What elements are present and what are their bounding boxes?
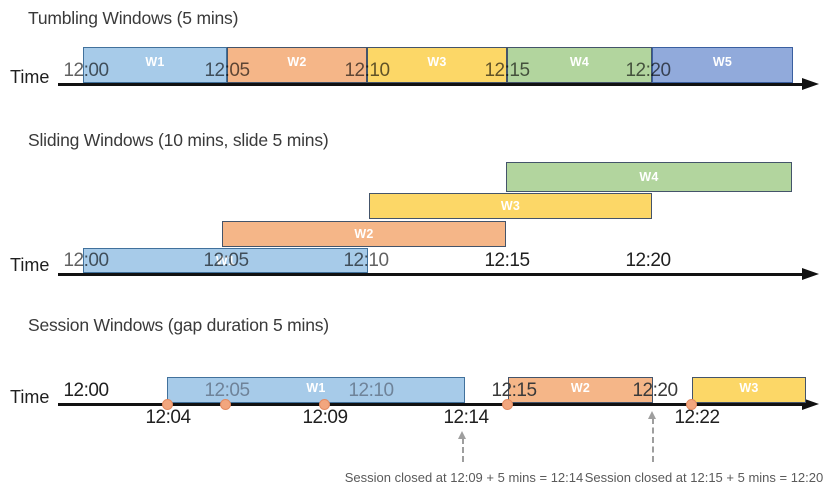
tumbling-window-w4: W4 bbox=[507, 47, 652, 83]
window-label: W5 bbox=[712, 55, 733, 69]
sliding-window-w2: W2 bbox=[222, 221, 506, 247]
event-label-1209: 12:09 bbox=[302, 407, 348, 428]
sliding-window-w4: W4 bbox=[506, 162, 792, 192]
sliding-window-w3: W3 bbox=[369, 193, 652, 219]
window-label: W3 bbox=[739, 381, 759, 395]
sliding-tick-1220: 12:20 bbox=[625, 250, 671, 271]
event-label-1204: 12:04 bbox=[145, 407, 191, 428]
window-label: W3 bbox=[427, 55, 447, 69]
tumbling-section-title: Tumbling Windows (5 mins) bbox=[28, 8, 239, 28]
event-label-1222: 12:22 bbox=[674, 407, 720, 428]
tumbling-timeline-arrowhead-icon bbox=[802, 78, 819, 90]
sliding-tick-1215: 12:15 bbox=[484, 250, 530, 271]
event-dot-1209 bbox=[319, 399, 330, 410]
session-tick-1220: 12:20 bbox=[632, 380, 678, 401]
tumbling-tick-1220: 12:20 bbox=[625, 60, 671, 81]
event-dot-1215 bbox=[502, 399, 513, 410]
window-label: W3 bbox=[500, 199, 521, 213]
sliding-timeline bbox=[58, 273, 806, 276]
tumbling-tick-1210: 12:10 bbox=[344, 60, 390, 81]
session-tick-1215: 12:15 bbox=[491, 380, 537, 401]
sliding-tick-1205: 12:05 bbox=[203, 250, 249, 271]
tumbling-window-w1: W1 bbox=[83, 47, 227, 83]
session-tick-1210: 12:10 bbox=[348, 380, 394, 401]
session-tick-1200: 12:00 bbox=[63, 380, 109, 401]
tumbling-tick-1215: 12:15 bbox=[484, 60, 530, 81]
tumbling-time-axis-label: Time bbox=[10, 67, 50, 87]
session-window-w1: W1 bbox=[167, 377, 465, 403]
session-time-axis-label: Time bbox=[10, 387, 50, 407]
tumbling-timeline bbox=[58, 83, 806, 86]
tumbling-window-w3: W3 bbox=[367, 47, 507, 83]
event-label-1214: 12:14 bbox=[443, 407, 489, 428]
window-label: W1 bbox=[145, 55, 165, 69]
sliding-tick-1200: 12:00 bbox=[63, 250, 109, 271]
sliding-time-axis-label: Time bbox=[10, 255, 50, 275]
dashed-arrow-stem bbox=[462, 438, 464, 462]
dashed-arrow-stem bbox=[652, 418, 654, 462]
window-label: W2 bbox=[287, 55, 307, 69]
tumbling-window-w5: W5 bbox=[652, 47, 793, 83]
event-dot-1205 bbox=[220, 399, 231, 410]
session-tick-1205: 12:05 bbox=[204, 380, 250, 401]
event-dot-1222 bbox=[686, 399, 697, 410]
tumbling-tick-1200: 12:00 bbox=[63, 60, 109, 81]
tumbling-tick-1205: 12:05 bbox=[204, 60, 250, 81]
sliding-tick-1210: 12:10 bbox=[343, 250, 389, 271]
window-label: W1 bbox=[215, 253, 236, 268]
session-window-w3: W3 bbox=[692, 377, 806, 403]
session-close-annotation-2: Session closed at 12:15 + 5 mins = 12:20 bbox=[584, 470, 824, 485]
sliding-section-title: Sliding Windows (10 mins, slide 5 mins) bbox=[28, 130, 329, 150]
event-dot-1204 bbox=[162, 399, 173, 410]
session-timeline bbox=[58, 403, 806, 406]
window-label: W2 bbox=[354, 227, 374, 241]
dashed-up-arrow-icon bbox=[648, 411, 656, 419]
window-label: W1 bbox=[306, 381, 326, 395]
window-label: W4 bbox=[639, 170, 659, 184]
session-window-w2: W2 bbox=[508, 377, 653, 403]
session-section-title: Session Windows (gap duration 5 mins) bbox=[28, 315, 329, 335]
session-close-annotation-1: Session closed at 12:09 + 5 mins = 12:14 bbox=[344, 470, 584, 485]
session-timeline-arrowhead-icon bbox=[802, 398, 819, 410]
sliding-window-w1: W1 bbox=[83, 248, 368, 273]
sliding-timeline-arrowhead-icon bbox=[802, 268, 819, 280]
window-label: W4 bbox=[569, 55, 590, 69]
dashed-up-arrow-icon bbox=[458, 431, 466, 439]
tumbling-window-w2: W2 bbox=[227, 47, 367, 83]
window-label: W2 bbox=[570, 381, 591, 395]
